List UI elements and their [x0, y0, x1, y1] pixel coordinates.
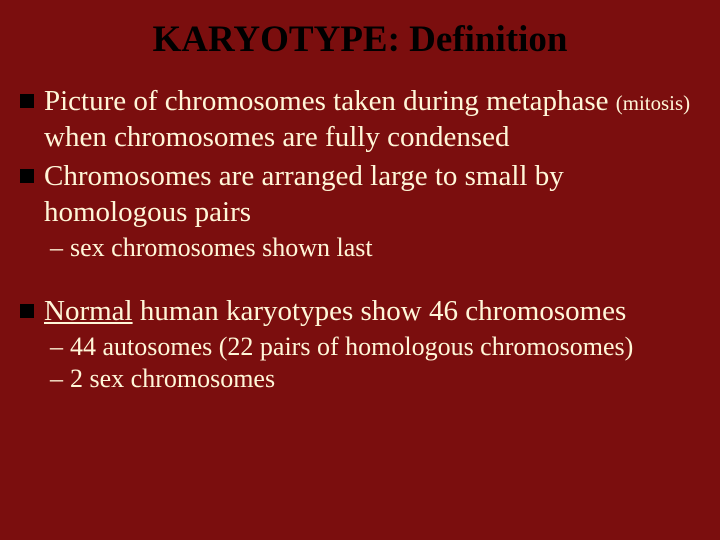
text-segment: Normal: [44, 295, 133, 327]
content-block-1: Picture of chromosomes taken during meta…: [18, 83, 702, 265]
text-segment: (mitosis): [616, 91, 690, 115]
text-segment: sex chromosomes shown last: [70, 233, 373, 262]
text-segment: Chromosomes are arranged large to small …: [44, 160, 564, 228]
text-segment: human karyotypes show 46 chromosomes: [133, 295, 627, 327]
slide-title: KARYOTYPE: Definition: [18, 18, 702, 61]
sub-bullet-item: 2 sex chromosomes: [18, 363, 702, 396]
slide: KARYOTYPE: Definition Picture of chromos…: [0, 0, 720, 540]
text-segment: 44 autosomes (22 pairs of homologous chr…: [70, 332, 633, 361]
text-segment: Picture of chromosomes taken during meta…: [44, 85, 616, 117]
sub-bullet-item: 44 autosomes (22 pairs of homologous chr…: [18, 331, 702, 364]
square-bullet-icon: [20, 94, 34, 108]
bullet-item: Chromosomes are arranged large to small …: [18, 158, 702, 231]
text-segment: when chromosomes are fully condensed: [44, 121, 509, 153]
sub-bullet-item: sex chromosomes shown last: [18, 232, 702, 265]
text-segment: 2 sex chromosomes: [70, 364, 275, 393]
square-bullet-icon: [20, 169, 34, 183]
square-bullet-icon: [20, 304, 34, 318]
bullet-item: Picture of chromosomes taken during meta…: [18, 83, 702, 156]
bullet-item: Normal human karyotypes show 46 chromoso…: [18, 293, 702, 329]
spacer: [18, 265, 702, 293]
content-block-2: Normal human karyotypes show 46 chromoso…: [18, 293, 702, 396]
